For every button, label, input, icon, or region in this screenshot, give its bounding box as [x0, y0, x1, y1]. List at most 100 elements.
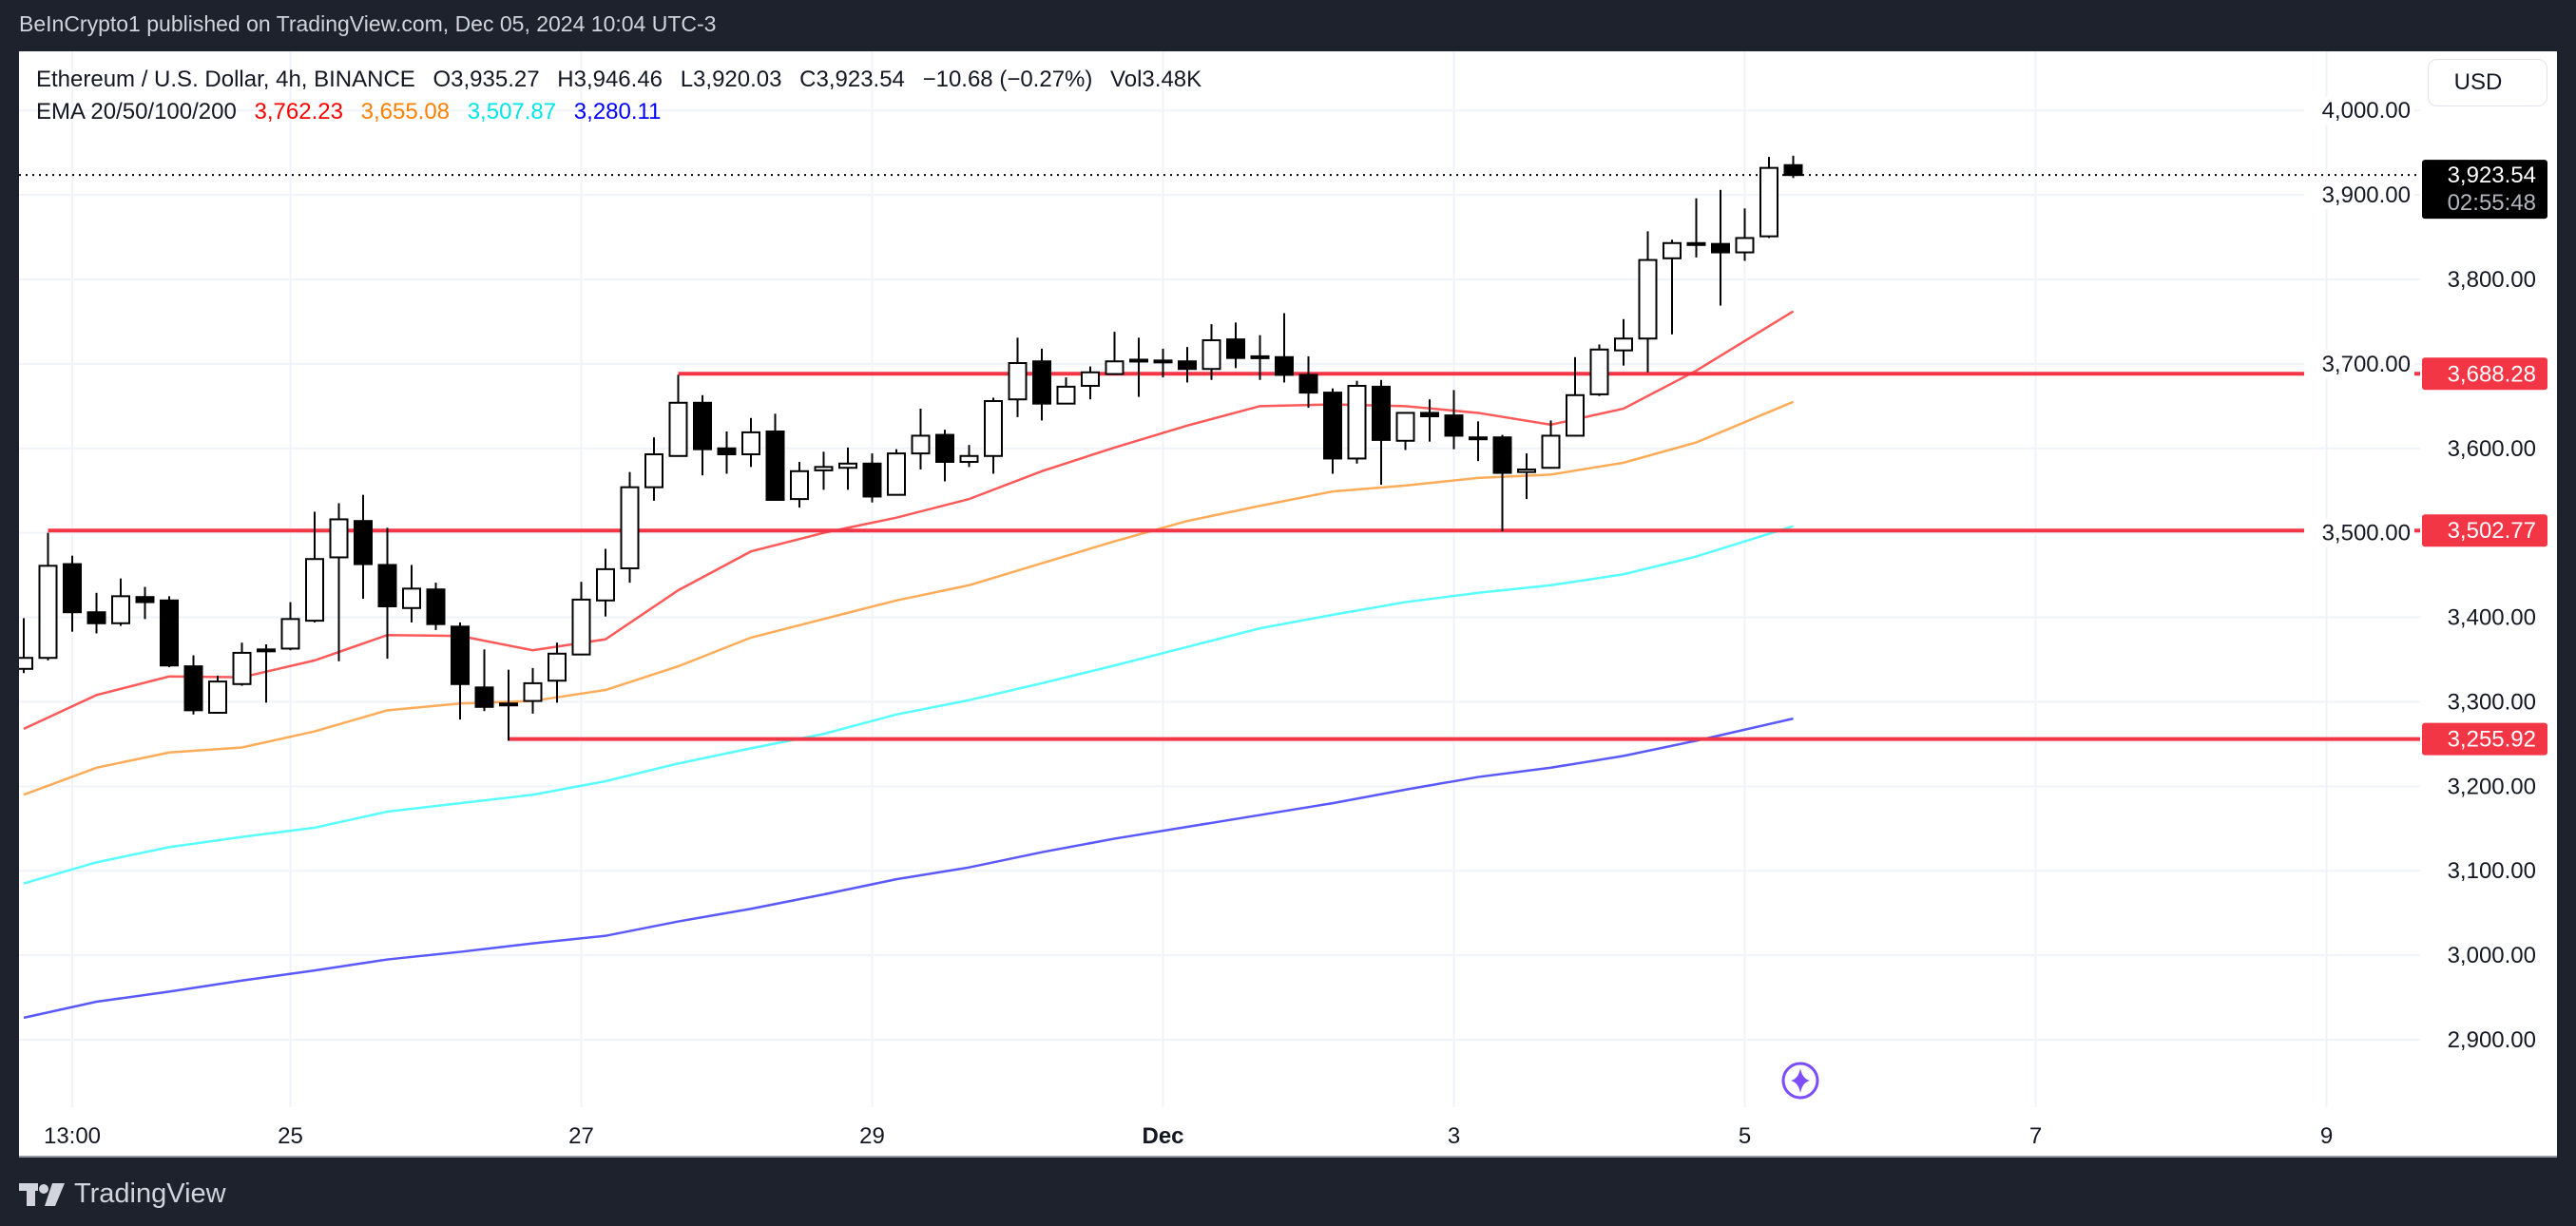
candle-body [1517, 469, 1536, 473]
ema50-value: 3,655.08 [360, 99, 451, 125]
candle-body [305, 558, 324, 623]
candle-body [571, 598, 591, 656]
sparkle-assistant-icon[interactable] [1781, 1062, 1819, 1100]
ema-indicator-name[interactable]: EMA 20/50/100/200 [36, 99, 237, 125]
candle [1032, 348, 1051, 421]
candle-body [1589, 348, 1609, 395]
level-price-badge [2422, 514, 2547, 547]
candle [499, 669, 518, 741]
close-label: C [799, 67, 817, 92]
candle [1153, 348, 1173, 378]
candle [790, 462, 809, 508]
x-axis-tick-label: 25 [278, 1123, 303, 1149]
candle-body [111, 595, 130, 624]
y-axis-tick-label: 3,700.00 [2322, 352, 2411, 377]
candle [1759, 157, 1778, 239]
ema-line-ema50 [23, 400, 1794, 796]
candle [1250, 335, 1270, 380]
last-price-label: 3,923.54 [2448, 163, 2536, 188]
plot-area [19, 51, 2420, 1107]
candle [1711, 189, 1730, 306]
candle [1686, 198, 1706, 258]
volume-value: 3.48K [1142, 67, 1202, 92]
y-axis-tick-label: 4,000.00 [2322, 98, 2411, 124]
y-axis-tick-label: 3,500.00 [2322, 521, 2411, 546]
candle-body [1492, 436, 1512, 474]
candle [1517, 453, 1536, 500]
candle [1323, 388, 1342, 474]
candle-body [1372, 385, 1391, 441]
symbol-legend: Ethereum / U.S. Dollar, 4h, BINANCE O3,9… [36, 67, 1213, 93]
candle [1589, 344, 1609, 396]
high-label: H [557, 67, 574, 92]
candle [63, 555, 82, 632]
ema20-value: 3,762.23 [254, 99, 343, 125]
candle-body [377, 564, 397, 608]
y-axis-tick-label: 3,100.00 [2448, 858, 2536, 884]
candle-body [1395, 412, 1415, 442]
ema-line-ema100 [23, 525, 1794, 885]
candle [208, 675, 227, 715]
candle [377, 527, 397, 660]
tradingview-logo-icon [19, 1182, 65, 1206]
x-axis-tick-label: 13:00 [44, 1123, 101, 1149]
ema-legend: EMA 20/50/100/200 3,762.23 3,655.08 3,50… [36, 99, 672, 125]
y-axis-label-backing [2304, 181, 2414, 210]
y-axis-tick-label: 3,800.00 [2448, 267, 2536, 293]
candle [620, 471, 640, 584]
candle [1008, 337, 1028, 417]
ema200-value: 3,280.11 [573, 99, 662, 125]
currency-button[interactable]: USD [2428, 59, 2547, 106]
last-price-badge [2422, 160, 2547, 220]
candle [19, 618, 33, 674]
candle [160, 596, 179, 668]
bar-countdown-label: 02:55:48 [2448, 190, 2536, 216]
candle-body [1663, 241, 1682, 259]
candle [1541, 420, 1561, 469]
chart-panel[interactable]: 4,000.00 3,900.00 3,800.00 3,700.00 3,600.00… [19, 51, 2557, 1158]
candle-body [620, 486, 640, 570]
candle-body [1759, 166, 1778, 238]
candle [1347, 380, 1367, 464]
level-price-badge [2422, 722, 2547, 756]
candle [402, 565, 421, 623]
candle [329, 503, 349, 661]
candle [280, 602, 300, 651]
candlestick-chart[interactable]: 4,000.00 3,900.00 3,800.00 3,700.00 3,600.00… [19, 51, 2557, 1158]
candle [838, 447, 857, 490]
candle-body [838, 462, 857, 469]
candle-body [1783, 163, 1803, 177]
candle-body [814, 466, 834, 471]
candle-body [63, 563, 82, 614]
candle-body [1735, 237, 1755, 254]
candle [596, 548, 615, 617]
candle-body [1008, 362, 1028, 401]
level-price-label: 3,255.92 [2448, 727, 2536, 753]
candle [717, 431, 737, 474]
candle-body [280, 618, 300, 650]
candle [257, 644, 276, 703]
candle-body [984, 400, 1003, 457]
y-axis-tick-label: 3,900.00 [2322, 182, 2411, 208]
candle [451, 622, 470, 720]
low-label: L [680, 67, 694, 92]
candle [741, 417, 760, 468]
y-axis-tick-label: 3,600.00 [2448, 436, 2536, 462]
candle-body [548, 652, 567, 682]
candle-body [862, 462, 882, 498]
candle [814, 451, 834, 490]
candle-body [1105, 360, 1125, 375]
candle [693, 394, 712, 476]
candle [1735, 208, 1755, 261]
candle-body [38, 565, 58, 660]
x-axis-tick-label: 7 [2029, 1123, 2042, 1149]
x-axis-tick-label: 29 [859, 1123, 885, 1149]
candle-body [911, 434, 931, 455]
candle-body [1711, 242, 1730, 254]
candle [1469, 421, 1488, 462]
candle [111, 578, 130, 626]
candle-body [1250, 354, 1270, 359]
candle [1663, 239, 1682, 335]
symbol-name[interactable]: Ethereum / U.S. Dollar, 4h, BINANCE [36, 67, 415, 92]
candle-body [717, 447, 737, 456]
